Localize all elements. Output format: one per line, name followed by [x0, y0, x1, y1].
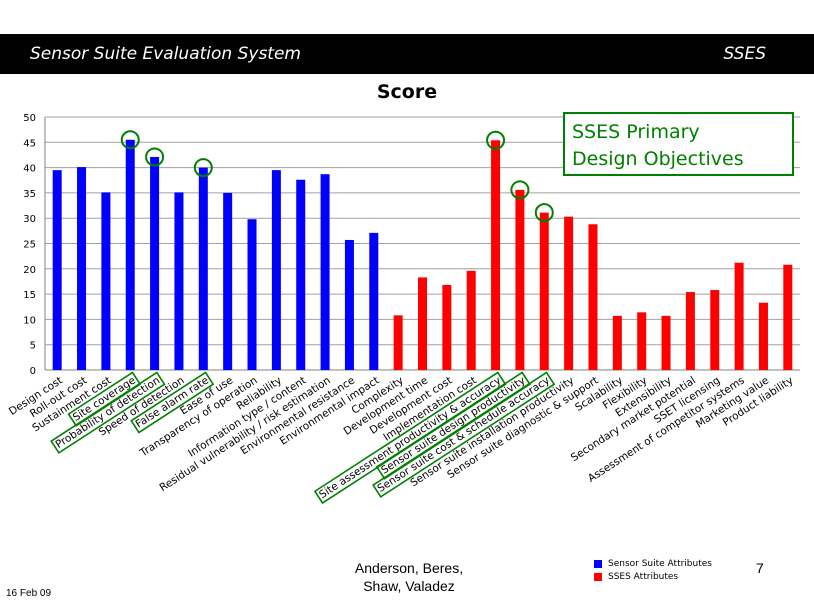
highlight-label-box [130, 371, 215, 434]
bar [393, 315, 403, 370]
y-tick-label: 5 [30, 341, 36, 352]
title-bar: Sensor Suite Evaluation System SSES [0, 34, 814, 74]
bar [661, 315, 671, 370]
bar [539, 212, 549, 370]
highlight-circle [145, 147, 165, 167]
callout-line-1: SSES Primary [572, 121, 700, 143]
bar [418, 277, 427, 370]
highlight-circle [510, 180, 530, 200]
legend-label: SSES Attributes [608, 571, 679, 582]
bar [150, 156, 160, 370]
bar [125, 139, 135, 370]
highlight-circle [486, 130, 506, 150]
highlight-circle [120, 130, 140, 150]
bar [320, 174, 330, 370]
legend-item-sses: SSES Attributes [594, 570, 712, 583]
callout-line-2: Design Objectives [572, 148, 744, 170]
page-number: 7 [756, 560, 764, 576]
bar [588, 224, 598, 370]
bar [271, 170, 281, 370]
y-tick-label: 30 [23, 214, 36, 225]
bar [344, 239, 354, 370]
y-tick-label: 45 [23, 138, 36, 149]
legend-swatch-red [594, 572, 602, 581]
bar [758, 302, 768, 370]
bar [174, 192, 184, 370]
bar [783, 264, 793, 370]
authors-line-2: Shaw, Valadez [363, 578, 455, 594]
bar [77, 167, 87, 370]
y-tick-label: 25 [23, 240, 36, 251]
bar [491, 140, 501, 370]
bar [369, 232, 379, 370]
bar [637, 312, 647, 370]
bar [564, 216, 574, 370]
highlight-circle [534, 203, 554, 223]
y-tick-label: 0 [30, 366, 36, 377]
date: 16 Feb 09 [6, 588, 52, 599]
app-abbrev: SSES [723, 44, 766, 64]
legend: Sensor Suite Attributes SSES Attributes [594, 557, 712, 583]
bar [247, 219, 257, 370]
authors: Anderson, Beres, Shaw, Valadez [330, 559, 488, 595]
bar [734, 262, 744, 370]
bar [223, 192, 233, 370]
app-title: Sensor Suite Evaluation System [30, 44, 301, 64]
y-tick-label: 10 [23, 315, 36, 326]
legend-item-sensor-suite: Sensor Suite Attributes [594, 557, 712, 570]
bar [515, 189, 525, 370]
y-tick-label: 15 [23, 290, 36, 301]
bar [685, 292, 695, 370]
chart-title: Score [377, 81, 437, 103]
highlight-label-box [50, 371, 166, 454]
y-tick-label: 20 [23, 265, 36, 276]
bar [101, 192, 111, 370]
bar [612, 315, 622, 370]
bar [710, 290, 720, 370]
bar [52, 170, 62, 370]
y-tick-label: 50 [23, 113, 36, 124]
highlight-label-box [372, 371, 556, 498]
legend-swatch-blue [594, 559, 602, 568]
legend-label: Sensor Suite Attributes [608, 558, 712, 569]
bar [442, 284, 452, 370]
callout-box [563, 112, 794, 176]
authors-line-1: Anderson, Beres, [354, 560, 464, 576]
highlight-circle [193, 158, 213, 178]
y-tick-label: 35 [23, 189, 36, 200]
bar [466, 270, 476, 370]
bar [296, 179, 306, 370]
bar [198, 167, 208, 370]
y-tick-label: 40 [23, 164, 36, 175]
